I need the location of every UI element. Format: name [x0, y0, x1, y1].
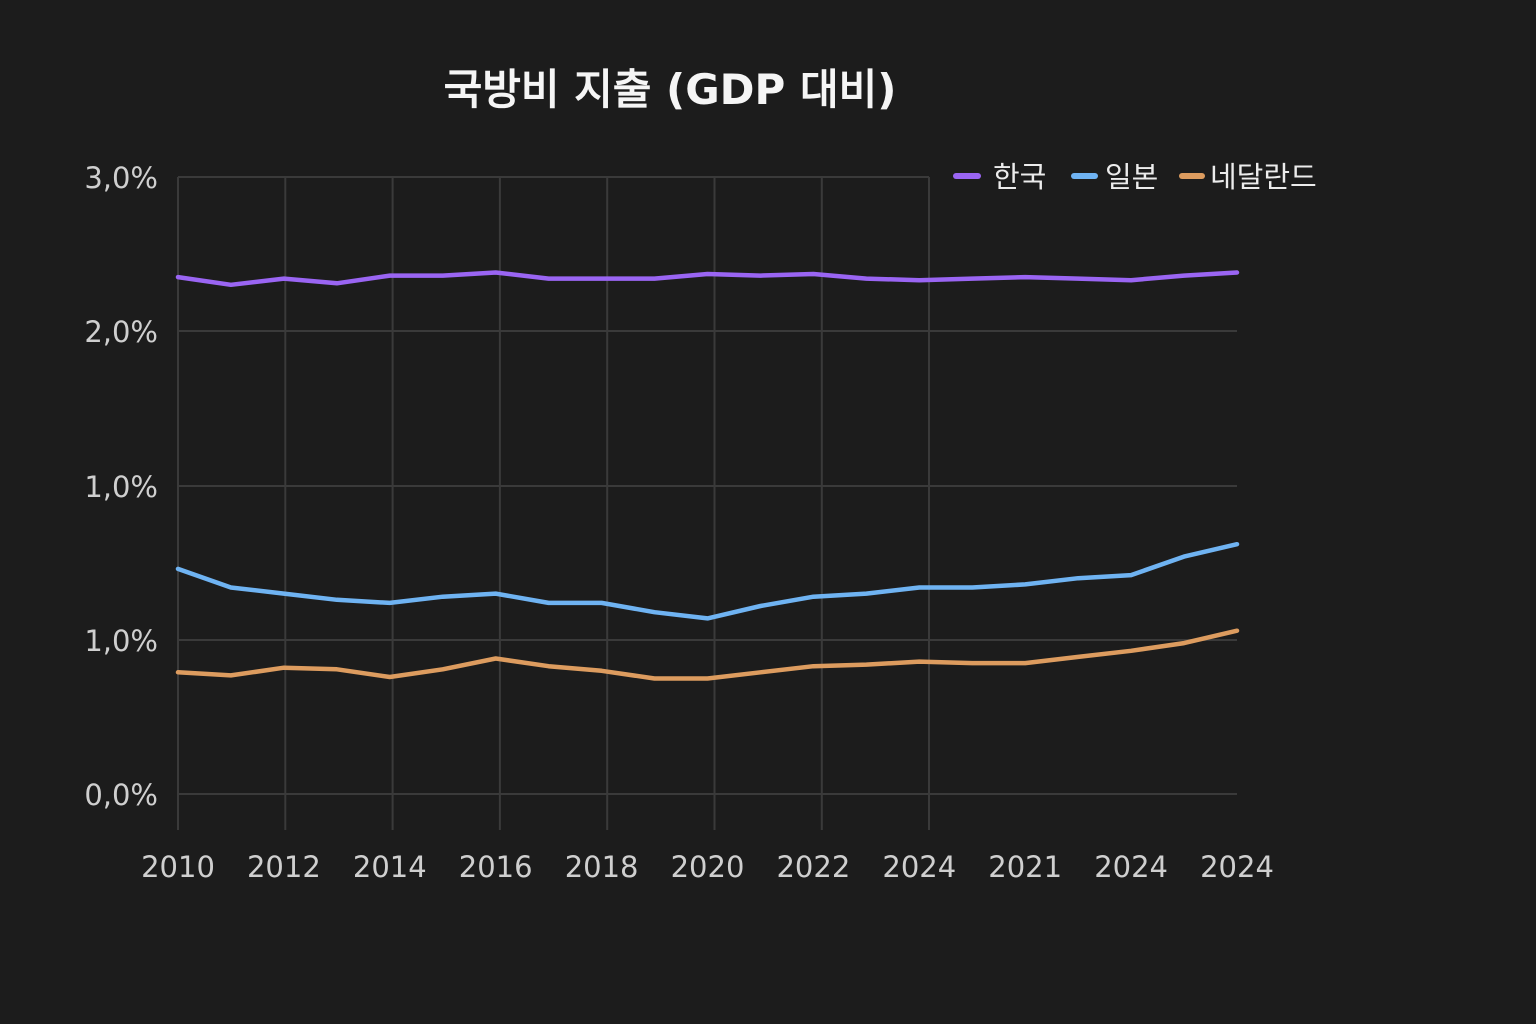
- x-tick-label: 2014: [353, 850, 427, 884]
- japan-legend-label: 일본: [1105, 160, 1158, 194]
- y-tick-label: 1,0%: [84, 470, 158, 504]
- x-tick-label: 2022: [776, 850, 850, 884]
- legend-item-netherlands: 네달란드: [1179, 160, 1317, 194]
- legend-item-korea: 한국: [953, 160, 1046, 194]
- x-tick-label: 2021: [988, 850, 1062, 884]
- x-tick-label: 2010: [141, 850, 215, 884]
- x-tick-label: 2012: [247, 850, 321, 884]
- x-tick-label: 2024: [1094, 850, 1168, 884]
- netherlands-legend-label: 네달란드: [1210, 160, 1317, 194]
- legend-item-japan: 일본: [1071, 160, 1158, 194]
- japan-series-line: [175, 541, 1240, 621]
- y-tick-label: 0,0%: [84, 778, 158, 812]
- netherlands-series-line: [175, 628, 1240, 681]
- x-tick-label: 2024: [1200, 850, 1274, 884]
- y-tick-label: 3,0%: [84, 161, 158, 195]
- x-tick-label: 2018: [565, 850, 639, 884]
- chart-title: 국방비 지출 (GDP 대비): [444, 65, 897, 114]
- y-axis: 0,0% 1,0% 1,0% 2,0% 3,0%: [84, 161, 158, 812]
- x-tick-label: 2016: [459, 850, 533, 884]
- korea-series-line: [175, 270, 1240, 288]
- legend: 한국 일본 네달란드: [953, 160, 1317, 194]
- x-tick-label: 2020: [671, 850, 745, 884]
- korea-legend-label: 한국: [993, 160, 1046, 194]
- x-tick-label: 2024: [882, 850, 956, 884]
- gridlines: [177, 176, 1237, 830]
- y-tick-label: 2,0%: [84, 315, 158, 349]
- plot-lines: [175, 270, 1240, 681]
- x-axis: 2010 2012 2014 2016 2018 2020 2022 2024 2021 2024…: [141, 850, 1274, 884]
- y-tick-label: 1,0%: [84, 624, 158, 658]
